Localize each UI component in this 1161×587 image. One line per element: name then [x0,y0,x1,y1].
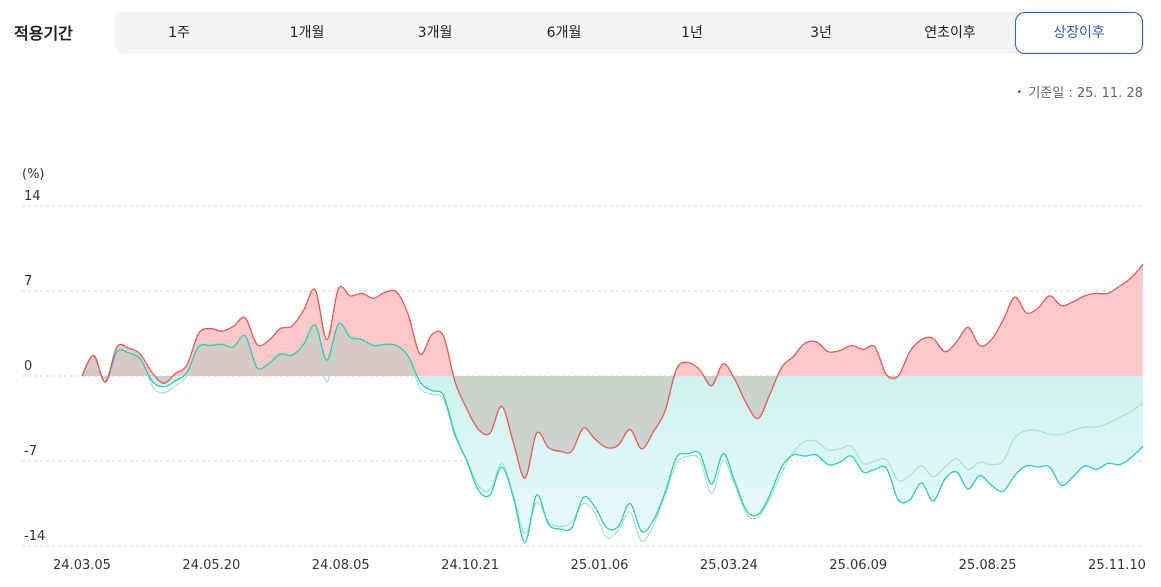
tab-6-months[interactable]: 6개월 [546,25,582,41]
y-tick-label: 7 [24,274,32,289]
tab-1-week[interactable]: 1주 [168,25,190,41]
x-tick-label: 24.10.21 [441,558,499,573]
tab-since-listing[interactable]: 상장이후 [1015,12,1143,54]
y-unit-label: (%) [22,167,45,182]
compare-line [81,330,1144,542]
area-fills [82,264,1143,543]
benchmark-area-negative [82,376,1143,543]
x-tick-label: 24.08.05 [312,558,370,573]
fund-line [81,263,1144,479]
tab-3-months[interactable]: 3개월 [417,25,453,41]
basis-date-text: 기준일 : 25. 11. 28 [1028,86,1143,101]
x-tick-label: 25.01.06 [571,558,629,573]
tab-1-year[interactable]: 1년 [681,25,703,41]
tab-year-to-date[interactable]: 연초이후 [924,25,976,41]
x-tick-label: 25.08.25 [959,558,1017,573]
x-tick-label: 25.03.24 [700,558,758,573]
y-tick-label: -7 [24,444,37,459]
y-tick-label: -14 [24,529,45,544]
x-tick-label: 24.03.05 [53,558,111,573]
period-label: 적용기간 [14,24,73,43]
tab-1-month[interactable]: 1개월 [289,25,325,41]
benchmark-line [81,322,1144,544]
fund-area-negative [82,376,1143,479]
x-tick-label: 25.06.09 [829,558,887,573]
y-axis-ticks: 14 7 0 -7 -14 [24,189,45,544]
series-lines [81,263,1144,544]
y-tick-label: 0 [24,359,32,374]
bullet-icon: • [1016,87,1023,98]
x-tick-label: 25.11.10 [1088,558,1146,573]
benchmark-area-positive [82,323,1143,376]
period-selector: 1주 1개월 3개월 6개월 1년 3년 연초이후 상장이후 [115,12,1144,54]
x-axis-ticks: 24.03.05 24.05.20 24.08.05 24.10.21 25.01.06… [53,558,1146,573]
basis-date: • 기준일 : 25. 11. 28 [1016,82,1143,101]
tab-3-years[interactable]: 3년 [810,25,832,41]
x-tick-label: 24.05.20 [182,558,240,573]
y-tick-label: 14 [24,189,41,204]
